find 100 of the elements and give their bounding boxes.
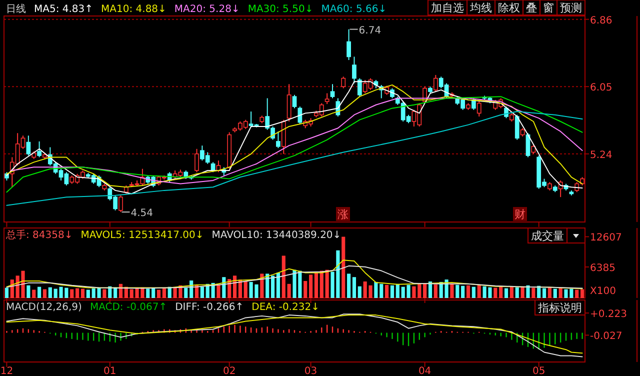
bar bbox=[385, 284, 389, 298]
bar bbox=[510, 286, 514, 298]
bar bbox=[515, 287, 519, 298]
x-tick-label: 04 bbox=[418, 366, 432, 376]
controls: 指标说明 bbox=[534, 300, 586, 316]
controls: 加自选 均线 除权 叠 窗 预测 bbox=[428, 0, 586, 16]
bar bbox=[575, 290, 579, 298]
annotation: 成交量 bbox=[531, 230, 564, 242]
bar bbox=[200, 286, 204, 298]
bar bbox=[352, 277, 356, 298]
candlestick bbox=[357, 78, 362, 98]
bar bbox=[472, 286, 476, 298]
y-tick-label: +0.223 bbox=[590, 309, 628, 320]
x-tick-label: 03 bbox=[304, 366, 318, 376]
bar bbox=[494, 288, 498, 298]
candlestick bbox=[433, 74, 438, 92]
bar bbox=[423, 283, 427, 298]
annotation: 6.74 bbox=[358, 25, 382, 36]
bar bbox=[287, 284, 291, 298]
candlestick bbox=[531, 144, 536, 154]
candlestick bbox=[346, 28, 351, 61]
x-tick-label: 05 bbox=[532, 366, 546, 376]
bar bbox=[553, 288, 557, 298]
candlestick bbox=[292, 94, 297, 109]
bar bbox=[380, 284, 384, 298]
bar bbox=[466, 285, 470, 298]
legend: MA5: 4.83↑ MA10: 4.88↓ MA20: 5.28↓ MA30: 5.50↓ MA60: 5.66↓ bbox=[34, 4, 387, 15]
y-tick-label: 6385 bbox=[590, 262, 616, 274]
bar bbox=[320, 270, 324, 298]
annotation: 指标说明 bbox=[537, 302, 582, 314]
bar bbox=[86, 290, 90, 298]
candlestick bbox=[26, 135, 31, 156]
candlestick bbox=[352, 56, 356, 84]
x-tick-label: 01 bbox=[104, 366, 116, 376]
y-tick-label: 5.24 bbox=[590, 150, 612, 161]
bar bbox=[118, 284, 123, 298]
bar bbox=[418, 284, 422, 298]
bar bbox=[216, 284, 220, 298]
bar bbox=[156, 290, 161, 298]
bar bbox=[461, 286, 465, 298]
y-tick-label: 12607 bbox=[590, 232, 622, 244]
bar bbox=[542, 288, 546, 298]
bar bbox=[548, 287, 552, 298]
chart-title: 总手: 84358↓ bbox=[5, 229, 73, 241]
candlestick bbox=[118, 194, 123, 213]
bar bbox=[152, 288, 156, 298]
bar bbox=[358, 286, 362, 298]
annotation: 4.54 bbox=[130, 208, 154, 220]
bar bbox=[304, 280, 308, 298]
bar bbox=[309, 274, 313, 298]
y-tick-label: 6.05 bbox=[590, 82, 612, 94]
candlestick bbox=[324, 92, 330, 105]
y-axis-title: X100 bbox=[590, 286, 616, 297]
y-tick-label: 6.86 bbox=[590, 15, 612, 26]
bar bbox=[504, 288, 508, 298]
bar bbox=[266, 274, 270, 298]
chart-title: 日线 bbox=[6, 3, 26, 15]
bar bbox=[412, 286, 416, 298]
bar bbox=[532, 288, 536, 298]
bar bbox=[102, 289, 106, 298]
bar bbox=[477, 284, 481, 298]
candlestick bbox=[194, 148, 199, 173]
candlestick bbox=[276, 130, 280, 149]
bar bbox=[374, 282, 378, 298]
bar bbox=[456, 284, 460, 298]
bar bbox=[428, 281, 432, 298]
candlestick bbox=[341, 76, 346, 89]
bar bbox=[48, 287, 52, 298]
bar bbox=[342, 236, 346, 298]
bar bbox=[76, 288, 80, 298]
bar bbox=[184, 288, 188, 298]
candlestick bbox=[514, 114, 520, 140]
bar bbox=[580, 289, 584, 298]
candlestick bbox=[286, 84, 292, 122]
candlestick bbox=[476, 101, 482, 118]
bar bbox=[325, 270, 329, 298]
bar bbox=[347, 274, 351, 298]
legend: MAVOL5: 12513417.00↓ MAVOL10: 13440389.20↓ bbox=[80, 230, 342, 241]
line-series bbox=[6, 111, 583, 206]
annotation: 涨 bbox=[338, 208, 348, 221]
line-series bbox=[6, 265, 583, 289]
bar bbox=[282, 256, 286, 298]
bar bbox=[396, 284, 400, 298]
bar bbox=[26, 285, 30, 298]
chart-title: MACD(12,26,9) bbox=[6, 302, 82, 313]
bar bbox=[260, 274, 264, 298]
bar bbox=[558, 288, 562, 298]
bar bbox=[146, 288, 150, 298]
bar bbox=[70, 289, 74, 298]
bar bbox=[276, 272, 280, 298]
x-tick-label: 12 bbox=[0, 366, 14, 376]
bar bbox=[38, 286, 42, 298]
bar bbox=[42, 289, 47, 298]
bar bbox=[270, 276, 275, 298]
controls: 成交量 bbox=[528, 228, 586, 244]
candlestick bbox=[330, 84, 335, 99]
x-tick-label: 02 bbox=[222, 366, 236, 376]
bar bbox=[314, 272, 318, 298]
candlestick bbox=[298, 106, 302, 124]
legend: MACD: -0.067↑ DIFF: -0.266↑ DEA: -0.232↓ bbox=[90, 302, 320, 313]
